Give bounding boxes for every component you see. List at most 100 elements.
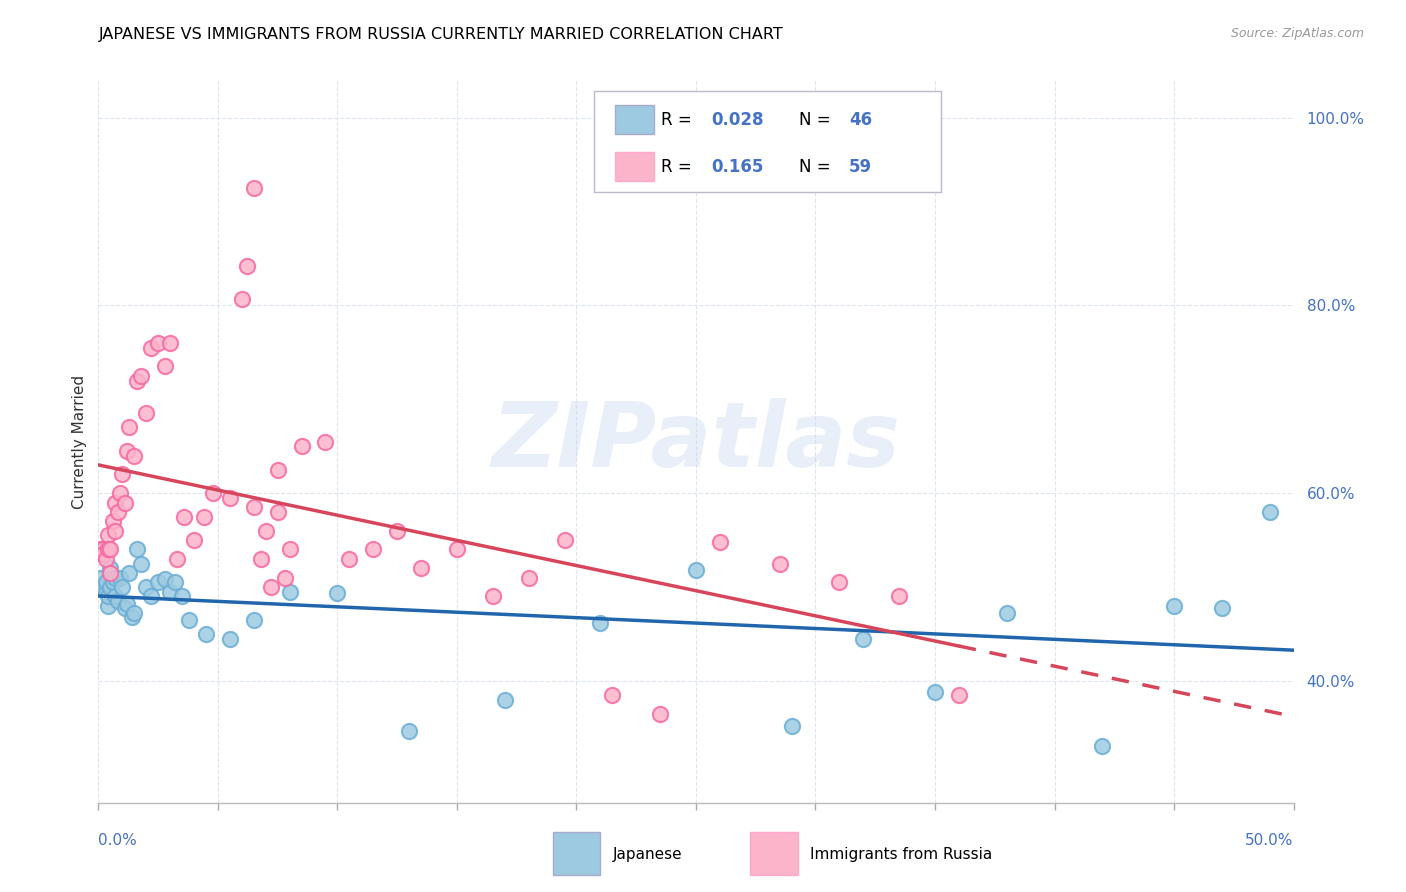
- Point: [685, 563, 707, 577]
- Point: [326, 585, 349, 599]
- FancyBboxPatch shape: [595, 91, 941, 193]
- Point: [97, 542, 120, 557]
- Point: [121, 610, 143, 624]
- Point: [90, 542, 112, 557]
- Text: 50.0%: 50.0%: [1246, 833, 1294, 848]
- FancyBboxPatch shape: [614, 105, 654, 135]
- Point: [889, 590, 911, 604]
- FancyBboxPatch shape: [553, 831, 600, 875]
- Point: [924, 685, 946, 699]
- Point: [98, 561, 122, 575]
- Point: [219, 632, 242, 646]
- Point: [101, 514, 124, 528]
- Point: [111, 580, 134, 594]
- Point: [104, 590, 127, 604]
- Point: [193, 509, 215, 524]
- Point: [339, 551, 361, 566]
- Text: JAPANESE VS IMMIGRANTS FROM RUSSIA CURRENTLY MARRIED CORRELATION CHART: JAPANESE VS IMMIGRANTS FROM RUSSIA CURRE…: [98, 27, 783, 42]
- Point: [278, 542, 301, 557]
- Point: [554, 533, 576, 547]
- Text: ZIPatlas: ZIPatlas: [492, 398, 900, 485]
- Point: [163, 575, 186, 590]
- Point: [267, 463, 290, 477]
- Point: [98, 542, 122, 557]
- Point: [101, 575, 124, 590]
- Text: Immigrants from Russia: Immigrants from Russia: [810, 847, 991, 863]
- Point: [648, 706, 672, 721]
- Text: Source: ZipAtlas.com: Source: ZipAtlas.com: [1230, 27, 1364, 40]
- Point: [494, 692, 516, 706]
- Point: [315, 434, 337, 449]
- Point: [124, 449, 146, 463]
- Point: [278, 584, 301, 599]
- FancyBboxPatch shape: [614, 152, 654, 181]
- Point: [115, 597, 138, 611]
- Point: [250, 551, 273, 566]
- Point: [709, 535, 731, 549]
- Point: [94, 584, 117, 599]
- Point: [148, 336, 170, 351]
- Point: [104, 571, 127, 585]
- Point: [166, 551, 188, 566]
- Text: 59: 59: [849, 158, 872, 176]
- Point: [1091, 739, 1114, 754]
- Point: [114, 600, 136, 615]
- Point: [135, 406, 157, 420]
- Point: [481, 590, 505, 604]
- Point: [243, 500, 266, 515]
- Point: [274, 571, 297, 585]
- Text: R =: R =: [661, 111, 697, 129]
- Point: [291, 439, 314, 453]
- Point: [173, 509, 195, 524]
- Point: [202, 486, 225, 500]
- Point: [107, 505, 129, 519]
- Point: [139, 590, 162, 604]
- Point: [446, 542, 468, 557]
- Text: 0.028: 0.028: [711, 111, 763, 129]
- Point: [91, 580, 114, 594]
- Text: N =: N =: [799, 158, 835, 176]
- Point: [115, 444, 138, 458]
- Point: [159, 336, 181, 351]
- Point: [118, 566, 141, 580]
- Point: [195, 627, 218, 641]
- Point: [108, 571, 131, 585]
- Point: [1163, 599, 1185, 613]
- Point: [139, 341, 162, 355]
- Point: [995, 607, 1018, 621]
- Text: 46: 46: [849, 111, 872, 129]
- Point: [155, 573, 177, 587]
- Point: [183, 533, 205, 547]
- Point: [114, 495, 136, 509]
- Point: [97, 590, 120, 604]
- Point: [852, 632, 875, 646]
- Point: [602, 688, 624, 702]
- Point: [768, 557, 790, 571]
- Point: [118, 420, 141, 434]
- Point: [97, 599, 120, 613]
- Y-axis label: Currently Married: Currently Married: [72, 375, 87, 508]
- Point: [91, 547, 114, 561]
- Point: [131, 368, 153, 383]
- Point: [219, 491, 242, 505]
- Point: [94, 575, 117, 590]
- Point: [108, 486, 131, 500]
- Point: [98, 566, 122, 580]
- Point: [1211, 600, 1233, 615]
- Text: Japanese: Japanese: [613, 847, 682, 863]
- Point: [94, 551, 117, 566]
- Text: R =: R =: [661, 158, 697, 176]
- Text: N =: N =: [799, 111, 835, 129]
- Point: [131, 557, 153, 571]
- Point: [243, 181, 266, 195]
- Point: [124, 607, 146, 621]
- Point: [411, 561, 433, 575]
- Text: 0.0%: 0.0%: [98, 833, 138, 848]
- Point: [254, 524, 277, 538]
- Point: [179, 613, 201, 627]
- Point: [828, 575, 851, 590]
- Point: [172, 590, 194, 604]
- Point: [104, 495, 127, 509]
- FancyBboxPatch shape: [749, 831, 797, 875]
- Point: [104, 524, 127, 538]
